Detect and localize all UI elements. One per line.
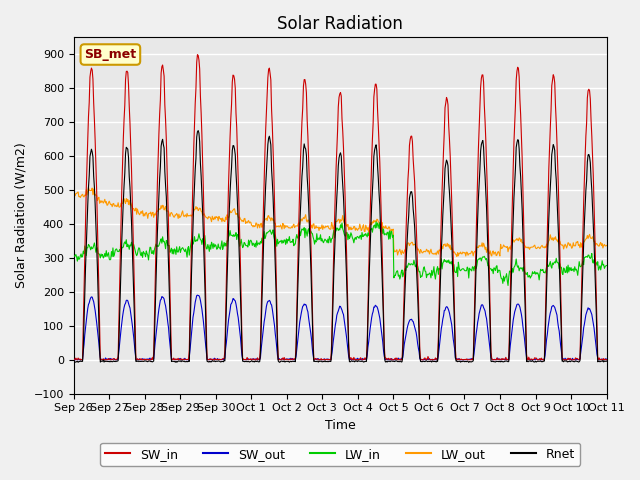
X-axis label: Time: Time (324, 419, 355, 432)
Legend: SW_in, SW_out, LW_in, LW_out, Rnet: SW_in, SW_out, LW_in, LW_out, Rnet (100, 443, 580, 466)
Y-axis label: Solar Radiation (W/m2): Solar Radiation (W/m2) (15, 143, 28, 288)
Title: Solar Radiation: Solar Radiation (277, 15, 403, 33)
Text: SB_met: SB_met (84, 48, 136, 61)
